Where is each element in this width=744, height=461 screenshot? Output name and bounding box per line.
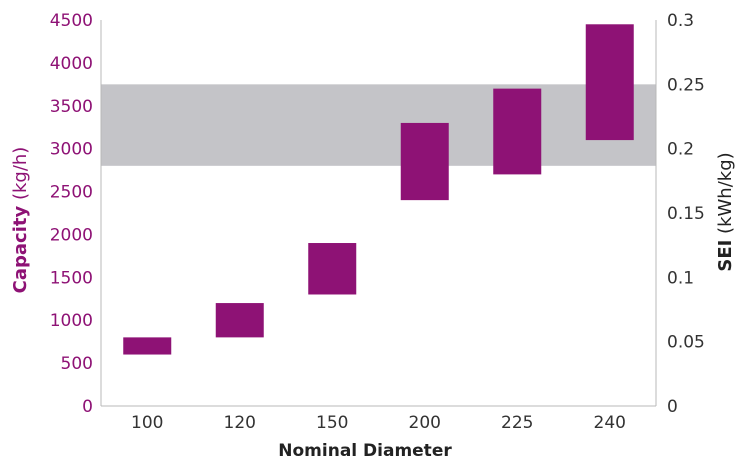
- y2-axis-title: SEI (kWh/kg): [715, 152, 736, 271]
- y-tick-label: 0: [82, 397, 93, 417]
- y-tick-label: 500: [61, 354, 93, 374]
- y-tick-label: 4500: [50, 11, 93, 31]
- x-tick-label: 240: [594, 413, 626, 433]
- y-tick-label: 4000: [50, 54, 93, 74]
- y2-tick-label: 0.1: [667, 268, 694, 288]
- y-tick-label: 1500: [50, 268, 93, 288]
- y-axis-title-main: Capacity: [10, 206, 31, 294]
- bar-240: [585, 24, 634, 141]
- y-tick-label: 2000: [50, 225, 93, 245]
- reference-band: [101, 84, 656, 166]
- y2-tick-label: 0.3: [667, 11, 694, 31]
- y2-tick-label: 0.2: [667, 140, 694, 160]
- x-tick-label: 120: [224, 413, 256, 433]
- bar-225: [493, 88, 542, 175]
- y2-tick-label: 0.25: [667, 75, 705, 95]
- bar-200: [400, 122, 449, 201]
- x-tick-label: 150: [316, 413, 348, 433]
- y-tick-label: 3500: [50, 97, 93, 117]
- y-tick-label: 2500: [50, 183, 93, 203]
- x-axis-title: Nominal Diameter: [278, 441, 452, 461]
- y2-tick-label: 0.05: [667, 333, 705, 353]
- y2-tick-label: 0.15: [667, 204, 705, 224]
- x-tick-label: 100: [131, 413, 163, 433]
- y-tick-label: 3000: [50, 140, 93, 160]
- y-axis-title-unit: (kg/h): [10, 147, 31, 206]
- y2-tick-label: 0: [667, 397, 678, 417]
- bar-120: [215, 303, 264, 338]
- bar-100: [123, 337, 172, 355]
- bar-150: [308, 243, 357, 295]
- y-tick-label: 1000: [50, 311, 93, 331]
- x-tick-label: 200: [409, 413, 441, 433]
- y-axis-title: Capacity (kg/h): [10, 147, 31, 294]
- y2-axis-title-unit: (kWh/kg): [715, 152, 736, 239]
- y2-axis-title-main: SEI: [715, 240, 736, 272]
- x-tick-label: 225: [501, 413, 533, 433]
